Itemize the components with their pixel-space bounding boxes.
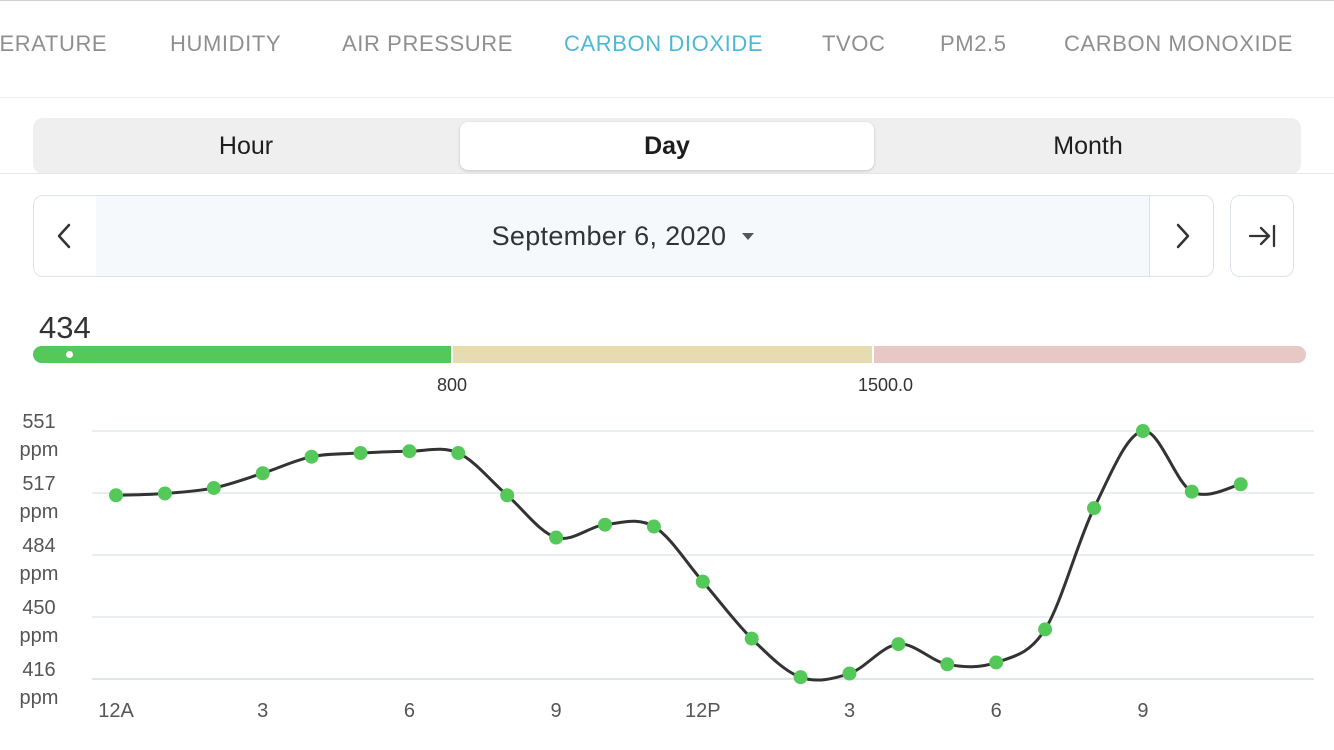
- x-axis-label: 12P: [685, 700, 721, 722]
- jump-to-latest-button[interactable]: [1230, 195, 1294, 277]
- x-axis-label: 9: [1137, 700, 1149, 722]
- y-tick-value: 551: [22, 411, 56, 433]
- data-point[interactable]: [451, 446, 466, 461]
- range-month-button[interactable]: Month: [1053, 132, 1123, 160]
- caret-down-icon: [742, 232, 755, 240]
- data-point[interactable]: [549, 530, 564, 545]
- time-range-selector: Hour Day Month: [33, 118, 1301, 174]
- data-point[interactable]: [1184, 484, 1199, 499]
- tab-humidity[interactable]: HUMIDITY: [170, 31, 282, 56]
- tab-tvoc[interactable]: TVOC: [822, 31, 886, 56]
- data-point[interactable]: [793, 670, 808, 685]
- co2-level-gauge: [33, 346, 1306, 363]
- y-tick-value: 517: [22, 473, 56, 495]
- data-point[interactable]: [304, 449, 319, 464]
- data-point[interactable]: [402, 444, 417, 459]
- current-co2-value: 434: [39, 310, 91, 345]
- next-day-button[interactable]: [1149, 195, 1214, 277]
- data-point[interactable]: [109, 488, 123, 503]
- tab-carbon-monoxide[interactable]: CARBON MONOXIDE: [1064, 31, 1294, 56]
- data-point[interactable]: [695, 574, 710, 589]
- data-point[interactable]: [1233, 477, 1248, 492]
- data-point[interactable]: [891, 637, 906, 652]
- chevron-left-icon: [57, 223, 71, 249]
- x-axis-label: 6: [403, 700, 415, 722]
- chevron-right-icon: [1176, 223, 1189, 249]
- x-axis-label: 3: [257, 700, 269, 722]
- previous-day-button[interactable]: [33, 195, 97, 277]
- x-axis-label: 6: [990, 700, 1002, 722]
- gauge-good-segment: [33, 346, 451, 363]
- threshold-label-moderate: 800: [437, 375, 468, 395]
- y-tick-value: 484: [22, 535, 56, 557]
- data-point[interactable]: [1135, 424, 1150, 438]
- data-point[interactable]: [989, 655, 1004, 670]
- metric-tab-bar: TEMPERATURE HUMIDITY AIR PRESSURE CARBON…: [0, 1, 1334, 98]
- data-point[interactable]: [500, 488, 515, 503]
- data-point[interactable]: [206, 480, 221, 495]
- y-tick-unit: ppm: [19, 625, 59, 647]
- y-tick-unit: ppm: [19, 687, 59, 709]
- y-axis-label: 484 ppm: [0, 532, 78, 588]
- data-point[interactable]: [646, 519, 661, 534]
- jump-to-latest-icon: [1248, 224, 1276, 248]
- tab-carbon-dioxide[interactable]: CARBON DIOXIDE: [564, 31, 764, 56]
- x-axis-label: 12A: [98, 700, 134, 722]
- tab-overflow-fade: [1294, 1, 1334, 97]
- tab-temperature[interactable]: TEMPERATURE: [0, 31, 108, 56]
- y-tick-unit: ppm: [19, 439, 59, 461]
- data-point[interactable]: [1087, 501, 1101, 516]
- top-border: [0, 0, 1334, 1]
- data-point[interactable]: [744, 631, 759, 646]
- y-axis-label: 416 ppm: [0, 656, 78, 712]
- y-axis-label: 450 ppm: [0, 594, 78, 650]
- data-point[interactable]: [353, 446, 368, 461]
- gauge-moderate-segment: [453, 346, 872, 363]
- data-point[interactable]: [940, 657, 955, 672]
- data-point[interactable]: [1038, 622, 1053, 637]
- date-picker[interactable]: September 6, 2020: [96, 195, 1150, 277]
- data-point[interactable]: [598, 517, 612, 532]
- range-day-button[interactable]: Day: [460, 122, 874, 170]
- data-point[interactable]: [255, 466, 270, 481]
- x-axis-label: 9: [550, 700, 562, 722]
- section-divider: [0, 173, 1334, 174]
- tab-pm25[interactable]: PM2.5: [940, 31, 1007, 56]
- y-axis-label: 551 ppm: [0, 408, 78, 464]
- y-tick-value: 416: [22, 659, 56, 681]
- data-point[interactable]: [842, 666, 857, 681]
- selected-date: September 6, 2020: [491, 220, 727, 251]
- x-axis-label: 3: [843, 700, 856, 722]
- y-tick-unit: ppm: [19, 563, 59, 585]
- data-point[interactable]: [157, 486, 172, 501]
- y-tick-unit: ppm: [19, 501, 59, 523]
- gauge-poor-segment: [874, 346, 1306, 363]
- threshold-label-poor: 1500.0: [858, 375, 914, 395]
- y-axis-label: 517 ppm: [0, 470, 78, 526]
- tab-air-pressure[interactable]: AIR PRESSURE: [342, 31, 514, 56]
- gauge-current-marker: [66, 351, 73, 358]
- range-hour-button[interactable]: Hour: [218, 132, 274, 160]
- y-tick-value: 450: [22, 597, 56, 619]
